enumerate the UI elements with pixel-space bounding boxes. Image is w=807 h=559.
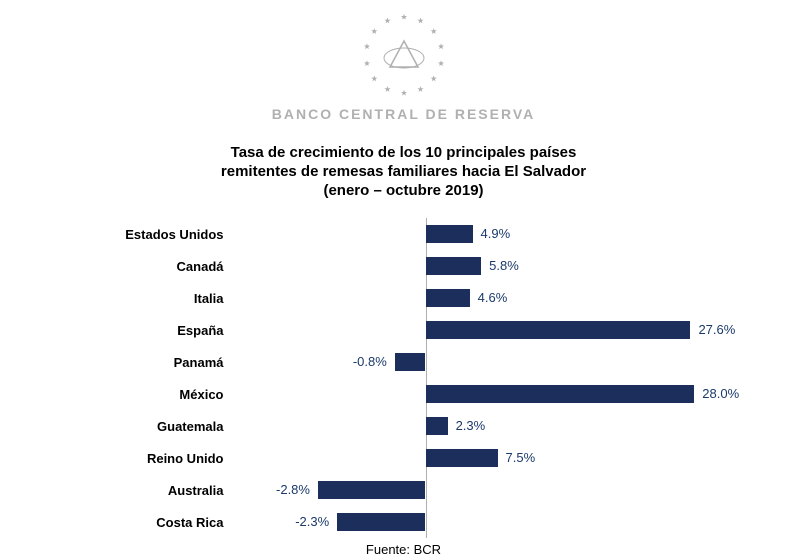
category-label: Reino Unido: [54, 451, 234, 466]
bar: [426, 449, 498, 467]
bar-row: Canadá5.8%: [64, 250, 744, 282]
value-label: -0.8%: [353, 353, 387, 371]
category-label: México: [54, 387, 234, 402]
category-label: Panamá: [54, 355, 234, 370]
value-label: 4.9%: [481, 225, 511, 243]
bar-row: México28.0%: [64, 378, 744, 410]
chart-source: Fuente: BCR: [0, 542, 807, 557]
value-label: 28.0%: [702, 385, 739, 403]
category-label: Australia: [54, 483, 234, 498]
category-label: España: [54, 323, 234, 338]
value-label: 5.8%: [489, 257, 519, 275]
chart-area: Estados Unidos4.9%Canadá5.8%Italia4.6%Es…: [64, 218, 744, 538]
value-label: -2.8%: [276, 481, 310, 499]
bar-row: Italia4.6%: [64, 282, 744, 314]
chart-title-line2: remitentes de remesas familiares hacia E…: [0, 163, 807, 182]
value-label: 4.6%: [478, 289, 508, 307]
bar-row: Reino Unido7.5%: [64, 442, 744, 474]
bar: [337, 513, 425, 531]
category-label: Estados Unidos: [54, 227, 234, 242]
bar-row: Panamá-0.8%: [64, 346, 744, 378]
bar-row: Australia-2.8%: [64, 474, 744, 506]
bar: [426, 257, 482, 275]
chart-title: Tasa de crecimiento de los 10 principale…: [0, 144, 807, 200]
category-label: Costa Rica: [54, 515, 234, 530]
bar: [426, 385, 695, 403]
crest-svg: [349, 10, 459, 100]
value-label: 27.6%: [698, 321, 735, 339]
category-label: Guatemala: [54, 419, 234, 434]
chart-title-line1: Tasa de crecimiento de los 10 principale…: [0, 144, 807, 163]
value-label: 7.5%: [506, 449, 536, 467]
category-label: Italia: [54, 291, 234, 306]
bar-row: Estados Unidos4.9%: [64, 218, 744, 250]
bar: [426, 321, 691, 339]
crest-container: BANCO CENTRAL DE RESERVA: [0, 0, 807, 122]
bar-row: Costa Rica-2.3%: [64, 506, 744, 538]
bar: [426, 417, 448, 435]
value-label: 2.3%: [456, 417, 486, 435]
bar: [395, 353, 426, 371]
chart-title-line3: (enero – octubre 2019): [0, 182, 807, 201]
org-name: BANCO CENTRAL DE RESERVA: [0, 106, 807, 122]
category-label: Canadá: [54, 259, 234, 274]
bar-row: Guatemala2.3%: [64, 410, 744, 442]
bar: [426, 289, 470, 307]
crest-emblem: [0, 10, 807, 100]
bar: [426, 225, 473, 243]
bar: [318, 481, 426, 499]
value-label: -2.3%: [295, 513, 329, 531]
bar-row: España27.6%: [64, 314, 744, 346]
